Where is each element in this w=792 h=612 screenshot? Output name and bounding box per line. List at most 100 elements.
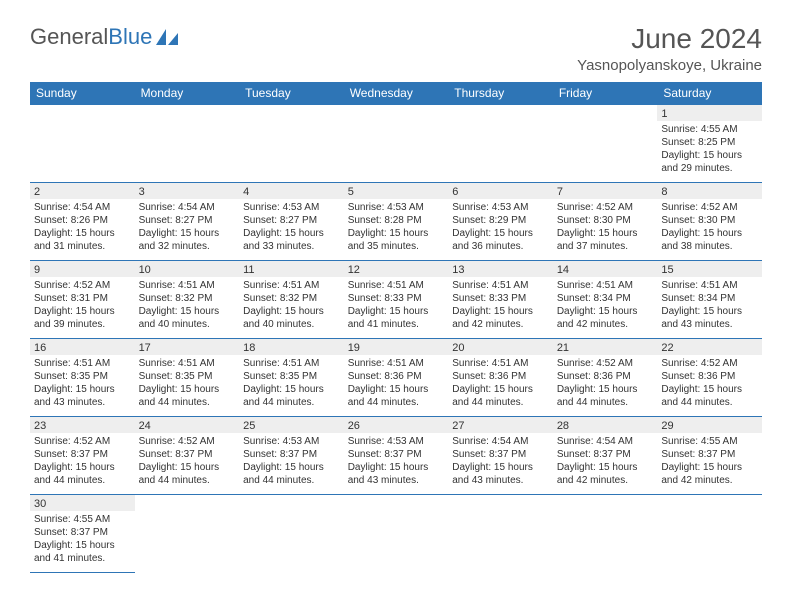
- sunrise-text: Sunrise: 4:51 AM: [348, 279, 445, 292]
- calendar-cell: 23Sunrise: 4:52 AMSunset: 8:37 PMDayligh…: [30, 416, 135, 494]
- sunrise-text: Sunrise: 4:53 AM: [348, 201, 445, 214]
- daylight-line2: and 35 minutes.: [348, 240, 445, 253]
- sunset-text: Sunset: 8:35 PM: [34, 370, 131, 383]
- daylight-line2: and 39 minutes.: [34, 318, 131, 331]
- sunset-text: Sunset: 8:33 PM: [452, 292, 549, 305]
- day-details: Sunrise: 4:52 AMSunset: 8:37 PMDaylight:…: [30, 433, 135, 489]
- calendar-header-row: Sunday Monday Tuesday Wednesday Thursday…: [30, 82, 762, 105]
- day-details: Sunrise: 4:51 AMSunset: 8:33 PMDaylight:…: [344, 277, 449, 333]
- dow-wednesday: Wednesday: [344, 82, 449, 105]
- calendar-body: 1 Sunrise: 4:55 AM Sunset: 8:25 PM Daylight…: [30, 104, 762, 572]
- day-details: Sunrise: 4:52 AMSunset: 8:30 PMDaylight:…: [657, 199, 762, 255]
- calendar-cell: 11Sunrise: 4:51 AMSunset: 8:32 PMDayligh…: [239, 260, 344, 338]
- calendar-cell: [135, 494, 240, 572]
- day-details: Sunrise: 4:51 AMSunset: 8:34 PMDaylight:…: [657, 277, 762, 333]
- day-number-empty: [135, 495, 240, 511]
- calendar-cell: 22Sunrise: 4:52 AMSunset: 8:36 PMDayligh…: [657, 338, 762, 416]
- calendar-week: 16Sunrise: 4:51 AMSunset: 8:35 PMDayligh…: [30, 338, 762, 416]
- sunset-text: Sunset: 8:37 PM: [34, 526, 131, 539]
- sunset-text: Sunset: 8:29 PM: [452, 214, 549, 227]
- daylight-line2: and 44 minutes.: [557, 396, 654, 409]
- calendar-week: 1Sunrise: 4:55 AMSunset: 8:25 PMDaylight…: [30, 104, 762, 182]
- logo-text-general: General: [30, 24, 108, 50]
- title-block: June 2024 Yasnopolyanskoye, Ukraine: [577, 24, 762, 74]
- day-number: 7: [553, 183, 658, 199]
- day-number: 30: [30, 495, 135, 511]
- daylight-line1: Daylight: 15 hours: [34, 227, 131, 240]
- day-number: 22: [657, 339, 762, 355]
- day-details: Sunrise: 4:54 AMSunset: 8:27 PMDaylight:…: [135, 199, 240, 255]
- daylight-line2: and 40 minutes.: [139, 318, 236, 331]
- day-number: 9: [30, 261, 135, 277]
- day-details: Sunrise: 4:51 AMSunset: 8:32 PMDaylight:…: [135, 277, 240, 333]
- day-details: Sunrise: 4:54 AMSunset: 8:37 PMDaylight:…: [448, 433, 553, 489]
- sunrise-text: Sunrise: 4:52 AM: [661, 357, 758, 370]
- day-details: Sunrise: 4:52 AMSunset: 8:30 PMDaylight:…: [553, 199, 658, 255]
- day-number: 28: [553, 417, 658, 433]
- day-number: 18: [239, 339, 344, 355]
- sunrise-text: Sunrise: 4:54 AM: [139, 201, 236, 214]
- daylight-line2: and 43 minutes.: [452, 474, 549, 487]
- sunset-text: Sunset: 8:25 PM: [661, 136, 758, 149]
- daylight-line1: Daylight: 15 hours: [661, 461, 758, 474]
- daylight-line1: Daylight: 15 hours: [557, 227, 654, 240]
- day-number: 4: [239, 183, 344, 199]
- day-number: 17: [135, 339, 240, 355]
- daylight-line1: Daylight: 15 hours: [557, 461, 654, 474]
- sunrise-text: Sunrise: 4:52 AM: [34, 435, 131, 448]
- page-title: June 2024: [577, 24, 762, 55]
- calendar-cell: [30, 104, 135, 182]
- calendar-cell: [344, 494, 449, 572]
- daylight-line2: and 44 minutes.: [243, 474, 340, 487]
- logo: GeneralBlue: [30, 24, 180, 50]
- daylight-line2: and 42 minutes.: [557, 318, 654, 331]
- day-details: Sunrise: 4:54 AMSunset: 8:37 PMDaylight:…: [553, 433, 658, 489]
- sunrise-text: Sunrise: 4:51 AM: [452, 279, 549, 292]
- day-details: Sunrise: 4:55 AMSunset: 8:37 PMDaylight:…: [30, 511, 135, 567]
- daylight-line1: Daylight: 15 hours: [348, 305, 445, 318]
- day-details: Sunrise: 4:52 AMSunset: 8:36 PMDaylight:…: [553, 355, 658, 411]
- daylight-line1: Daylight: 15 hours: [139, 461, 236, 474]
- daylight-line2: and 37 minutes.: [557, 240, 654, 253]
- daylight-line1: Daylight: 15 hours: [139, 383, 236, 396]
- calendar-cell: 28Sunrise: 4:54 AMSunset: 8:37 PMDayligh…: [553, 416, 658, 494]
- calendar-week: 23Sunrise: 4:52 AMSunset: 8:37 PMDayligh…: [30, 416, 762, 494]
- calendar-cell: 12Sunrise: 4:51 AMSunset: 8:33 PMDayligh…: [344, 260, 449, 338]
- calendar-cell: [344, 104, 449, 182]
- daylight-line1: Daylight: 15 hours: [348, 383, 445, 396]
- sunset-text: Sunset: 8:37 PM: [661, 448, 758, 461]
- daylight-line1: Daylight: 15 hours: [452, 461, 549, 474]
- daylight-line1: Daylight: 15 hours: [243, 305, 340, 318]
- daylight-line1: Daylight: 15 hours: [348, 461, 445, 474]
- sunrise-text: Sunrise: 4:54 AM: [452, 435, 549, 448]
- sunset-text: Sunset: 8:36 PM: [348, 370, 445, 383]
- day-number: 1: [657, 105, 762, 121]
- daylight-line2: and 44 minutes.: [139, 396, 236, 409]
- day-details: Sunrise: 4:51 AMSunset: 8:34 PMDaylight:…: [553, 277, 658, 333]
- day-details: Sunrise: 4:51 AMSunset: 8:33 PMDaylight:…: [448, 277, 553, 333]
- day-number: 24: [135, 417, 240, 433]
- calendar-cell: 30Sunrise: 4:55 AMSunset: 8:37 PMDayligh…: [30, 494, 135, 572]
- sunrise-text: Sunrise: 4:51 AM: [34, 357, 131, 370]
- page-header: GeneralBlue June 2024 Yasnopolyanskoye, …: [30, 24, 762, 74]
- day-number: 15: [657, 261, 762, 277]
- sunset-text: Sunset: 8:37 PM: [139, 448, 236, 461]
- calendar-cell: [448, 104, 553, 182]
- calendar-cell: [448, 494, 553, 572]
- daylight-line2: and 42 minutes.: [557, 474, 654, 487]
- daylight-line2: and 33 minutes.: [243, 240, 340, 253]
- sunrise-text: Sunrise: 4:54 AM: [34, 201, 131, 214]
- dow-thursday: Thursday: [448, 82, 553, 105]
- day-number-empty: [344, 105, 449, 121]
- calendar-cell: 20Sunrise: 4:51 AMSunset: 8:36 PMDayligh…: [448, 338, 553, 416]
- sunrise-text: Sunrise: 4:53 AM: [452, 201, 549, 214]
- sunset-text: Sunset: 8:30 PM: [661, 214, 758, 227]
- day-details: Sunrise: 4:52 AMSunset: 8:36 PMDaylight:…: [657, 355, 762, 411]
- page-subtitle: Yasnopolyanskoye, Ukraine: [577, 57, 762, 74]
- sunrise-text: Sunrise: 4:53 AM: [348, 435, 445, 448]
- sunrise-text: Sunrise: 4:55 AM: [34, 513, 131, 526]
- daylight-line2: and 42 minutes.: [661, 474, 758, 487]
- daylight-line2: and 44 minutes.: [452, 396, 549, 409]
- sunset-text: Sunset: 8:32 PM: [243, 292, 340, 305]
- sunset-text: Sunset: 8:37 PM: [34, 448, 131, 461]
